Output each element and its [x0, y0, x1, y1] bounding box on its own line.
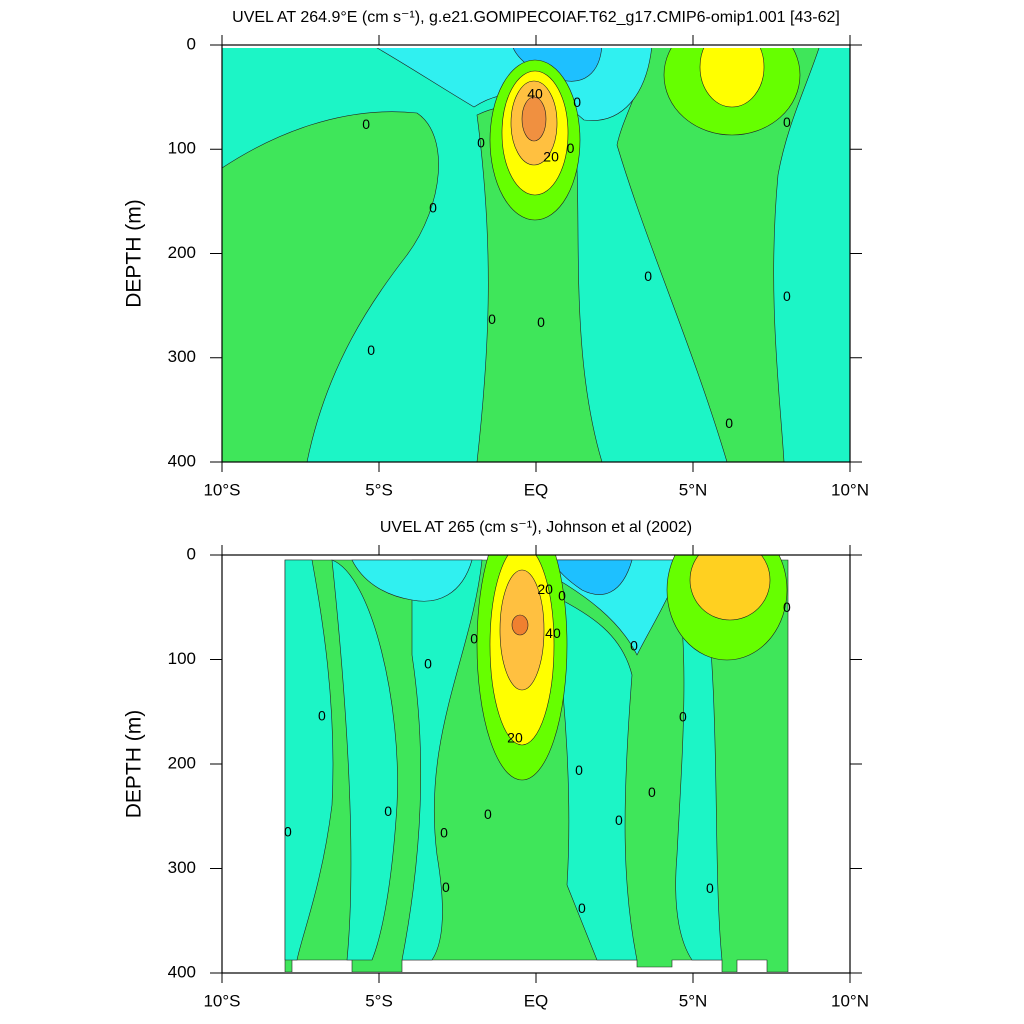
y-tick-label: 100 [168, 649, 196, 668]
contour-label: 0 [783, 114, 791, 130]
x-tick-label: 5°N [679, 480, 708, 499]
y-axis-label: DEPTH (m) [123, 710, 146, 819]
contour-label: 0 [679, 709, 687, 725]
y-tick-label: 400 [168, 962, 196, 981]
contour-label: 0 [362, 116, 370, 132]
contour-fill [284, 555, 789, 972]
contour-label: 0 [537, 314, 545, 330]
contour-label: 0 [429, 199, 437, 215]
contour-label: 0 [644, 268, 652, 284]
contour-label: 0 [725, 415, 733, 431]
x-tick-label: 10°N [831, 991, 869, 1010]
y-tick-label: 200 [168, 243, 196, 262]
x-tick-label: 10°N [831, 480, 869, 499]
contour-label: 0 [578, 900, 586, 916]
contour-label: 0 [284, 824, 292, 840]
contour-label: 0 [630, 638, 638, 654]
y-tick-label: 100 [168, 139, 196, 158]
y-tick-label: 200 [168, 753, 196, 772]
x-tick-label: 10°S [203, 480, 240, 499]
contour-label: 0 [367, 342, 375, 358]
contour-label: 20 [537, 581, 553, 597]
contour-label: 0 [648, 784, 656, 800]
x-tick-label: 5°N [679, 991, 708, 1010]
contour-label: 0 [567, 140, 575, 156]
y-tick-label: 0 [187, 34, 196, 53]
contour-label: 0 [442, 879, 450, 895]
contour-label: 0 [558, 588, 566, 604]
y-axis-label: DEPTH (m) [123, 199, 146, 308]
contour-label: 0 [573, 94, 581, 110]
y-tick-label: 300 [168, 858, 196, 877]
contour-label: 0 [615, 812, 623, 828]
x-tick-label: 5°S [365, 991, 393, 1010]
x-tick-label: 5°S [365, 480, 393, 499]
contour-label: 0 [484, 806, 492, 822]
contour-label: 20 [507, 730, 523, 746]
contour-label: 0 [424, 655, 432, 671]
contour-label: 0 [783, 599, 791, 615]
contour-fill [222, 45, 850, 462]
contour-label: 40 [527, 86, 543, 102]
contour-label: 0 [440, 825, 448, 841]
y-tick-label: 400 [168, 451, 196, 470]
contour-label: 20 [543, 148, 559, 164]
y-tick-label: 300 [168, 347, 196, 366]
contour-label: 0 [575, 762, 583, 778]
contour-label: 0 [318, 708, 326, 724]
contour-label: 0 [783, 288, 791, 304]
x-tick-label: EQ [524, 480, 549, 499]
contour-label: 0 [470, 630, 478, 646]
x-tick-label: EQ [524, 991, 549, 1010]
chart-title: UVEL AT 265 (cm s⁻¹), Johnson et al (200… [380, 519, 692, 536]
contour-label: 0 [706, 880, 714, 896]
contour-label: 0 [477, 135, 485, 151]
x-tick-label: 10°S [203, 991, 240, 1010]
chart-title: UVEL AT 264.9°E (cm s⁻¹), g.e21.GOMIPECO… [232, 9, 840, 26]
contour-label: 40 [545, 625, 561, 641]
contour-label: 0 [384, 803, 392, 819]
y-tick-label: 0 [187, 544, 196, 563]
contour-label: 0 [488, 311, 496, 327]
